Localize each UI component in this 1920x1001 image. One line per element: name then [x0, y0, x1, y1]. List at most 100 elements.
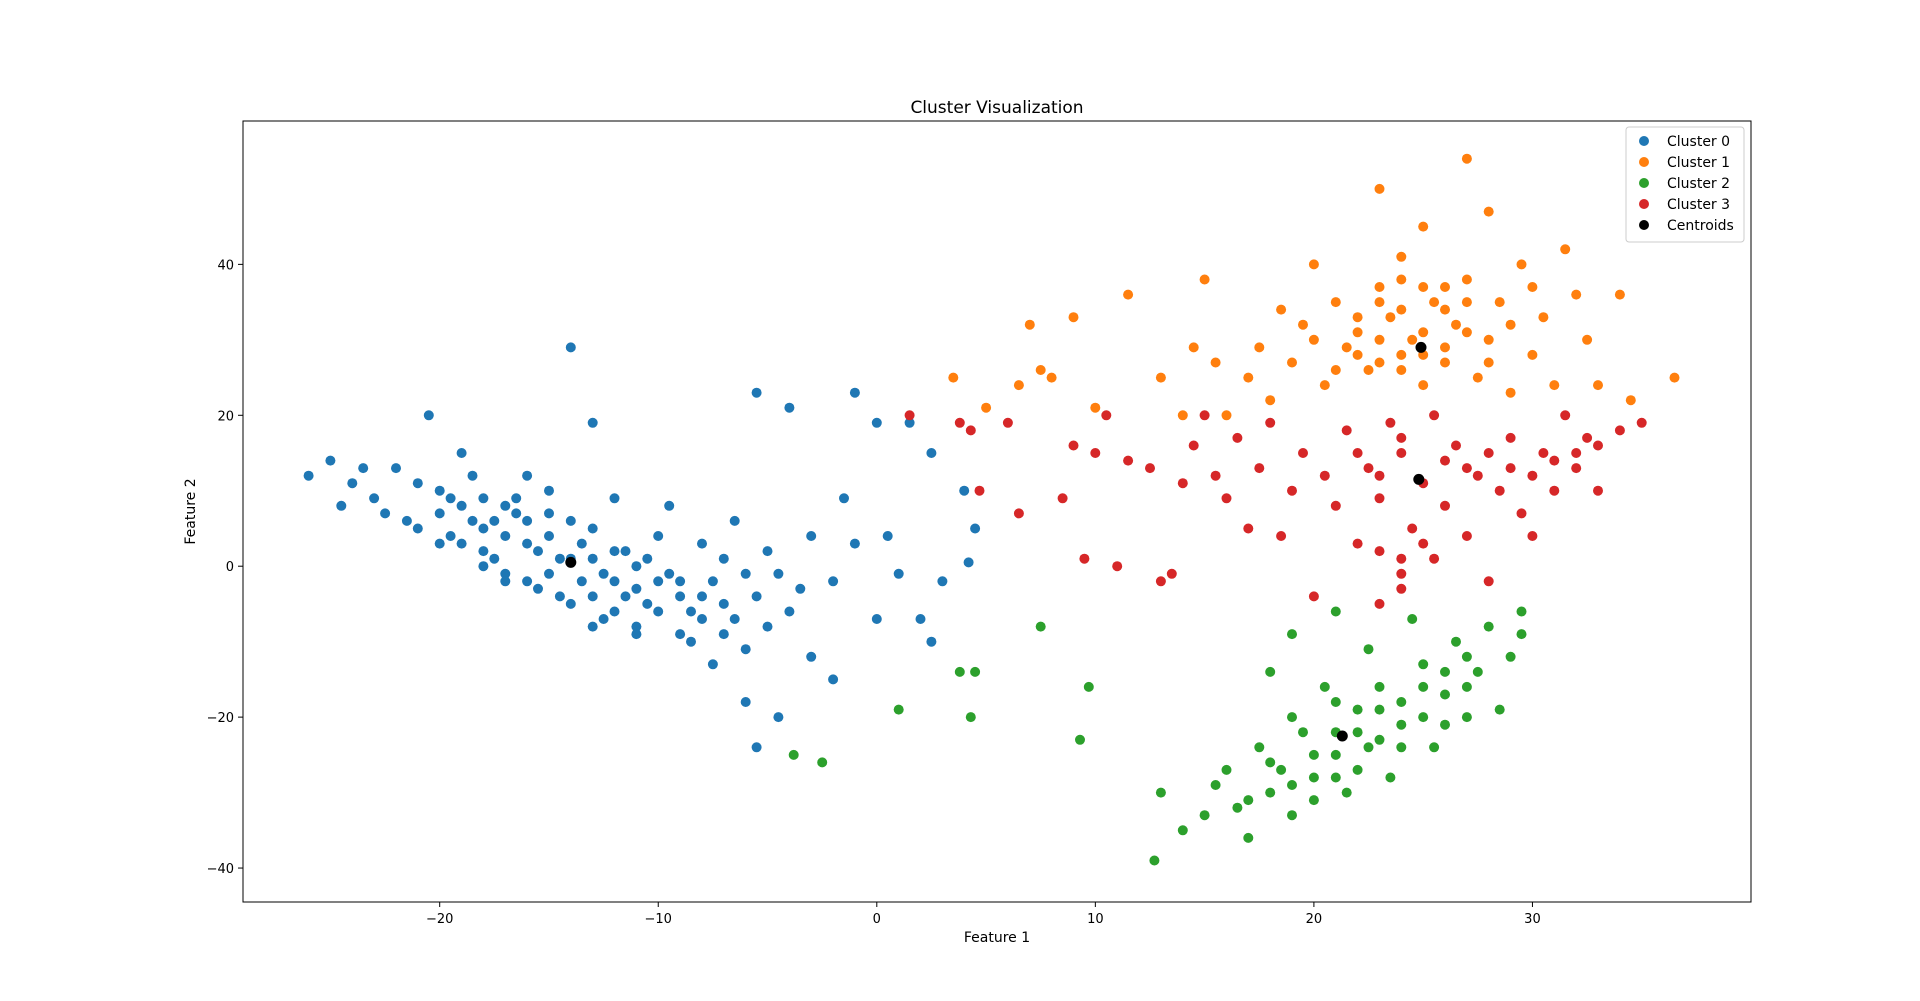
cluster-1-point-10	[1177, 410, 1188, 421]
cluster-1-point-21	[1308, 259, 1319, 270]
cluster-0-point-72	[609, 493, 620, 504]
cluster-2-point-41	[1472, 666, 1483, 677]
cluster-2-point-33	[1385, 772, 1396, 783]
cluster-0-point-71	[587, 591, 598, 602]
cluster-3-point-64	[1461, 463, 1472, 474]
cluster-3-point-62	[1396, 432, 1407, 443]
cluster-3-point-30	[1330, 500, 1341, 511]
cluster-1-point-63	[1440, 304, 1450, 315]
cluster-0-point-107	[631, 561, 642, 572]
cluster-0-point-20	[565, 342, 576, 353]
cluster-1-point-36	[1440, 357, 1450, 368]
cluster-0-point-13	[489, 515, 500, 526]
cluster-0-point-25	[598, 614, 609, 624]
cluster-0-point-61	[358, 463, 369, 474]
legend-label-cluster-0: Cluster 0	[1667, 134, 1730, 150]
cluster-1-point-64	[1461, 327, 1472, 338]
cluster-2-point-64	[1330, 697, 1341, 707]
cluster-0-point-78	[740, 644, 751, 655]
cluster-1-point-11	[1188, 342, 1199, 353]
cluster-1-point-60	[1440, 342, 1450, 353]
cluster-1-point-75	[1396, 274, 1407, 285]
cluster-0-point-26	[609, 546, 620, 557]
cluster-1-point-46	[1527, 349, 1538, 360]
cluster-0-point-14	[500, 568, 511, 579]
cluster-0-point-23	[587, 523, 598, 534]
cluster-3-point-41	[1429, 553, 1440, 564]
cluster-2-point-14	[1221, 764, 1232, 775]
cluster-0-point-111	[631, 629, 642, 640]
cluster-0-point-74	[653, 531, 664, 541]
cluster-0-point-67	[500, 531, 511, 541]
cluster-0-point-10	[456, 500, 467, 511]
cluster-3-point-60	[1352, 448, 1363, 458]
cluster-0-point-64	[434, 538, 445, 549]
cluster-1-point-19	[1287, 357, 1297, 368]
cluster-1-point-1	[981, 402, 992, 413]
cluster-2-point-10	[1155, 787, 1166, 798]
cluster-3-point-57	[1593, 485, 1603, 496]
cluster-2-point-30	[1363, 742, 1374, 753]
cluster-2-point-2	[893, 704, 904, 715]
cluster-0-point-100	[478, 523, 489, 534]
cluster-3-point-22	[1243, 523, 1254, 534]
cluster-0-point-29	[642, 553, 653, 564]
cluster-1-point-22	[1319, 380, 1330, 391]
cluster-0-point-47	[839, 493, 849, 504]
cluster-1-point-15	[1243, 372, 1254, 383]
cluster-1-point-59	[1418, 327, 1429, 338]
cluster-1-point-44	[1505, 387, 1516, 398]
cluster-2-point-57	[1330, 772, 1341, 783]
cluster-0-point-60	[970, 523, 981, 534]
cluster-3-point-10	[1101, 410, 1112, 421]
cluster-1-point-4	[1035, 365, 1046, 375]
cluster-1-point-2	[1013, 380, 1024, 391]
x-tick-label-1: −10	[645, 912, 672, 927]
cluster-0-point-81	[806, 531, 817, 541]
cluster-3-point-9	[1090, 448, 1101, 458]
legend-marker-cluster-2	[1639, 178, 1649, 188]
cluster-3-point-11	[1112, 561, 1123, 572]
y-axis-label: Feature 2	[183, 478, 199, 544]
cluster-2-point-55	[1461, 681, 1472, 692]
legend-marker-centroids	[1639, 220, 1649, 230]
cluster-2-point-28	[1341, 787, 1352, 798]
cluster-2-point-65	[1418, 681, 1429, 692]
x-tick-label-3: 10	[1087, 912, 1104, 927]
cluster-1-point-43	[1494, 297, 1505, 308]
cluster-0-point-3	[347, 478, 358, 489]
cluster-3-point-56	[1582, 432, 1593, 443]
y-tick-label-1: −20	[207, 711, 234, 726]
cluster-3-point-8	[1079, 553, 1090, 564]
cluster-1-point-29	[1385, 312, 1396, 323]
cluster-3-point-6	[1057, 493, 1068, 504]
cluster-3-point-19	[1210, 470, 1221, 481]
cluster-0-point-42	[773, 712, 784, 723]
legend-marker-cluster-3	[1639, 199, 1649, 209]
centroid-point-1	[1415, 341, 1427, 353]
cluster-3-point-28	[1308, 591, 1319, 602]
cluster-0-point-15	[511, 493, 522, 504]
cluster-2-point-15	[1232, 802, 1243, 813]
cluster-0-point-44	[795, 583, 806, 594]
cluster-0-point-105	[587, 553, 598, 564]
cluster-1-point-39	[1461, 274, 1472, 285]
cluster-3-point-18	[1199, 410, 1210, 421]
cluster-1-point-38	[1461, 153, 1472, 164]
cluster-0-point-93	[664, 568, 675, 579]
cluster-0-point-51	[882, 531, 893, 541]
cluster-2-point-62	[1243, 795, 1254, 806]
cluster-0-point-41	[762, 621, 773, 632]
cluster-0-point-108	[653, 576, 664, 587]
cluster-1-point-14	[1221, 410, 1232, 421]
cluster-2-point-66	[1440, 719, 1450, 730]
cluster-2-point-18	[1265, 787, 1276, 798]
cluster-3-point-34	[1374, 598, 1385, 609]
cluster-0-point-106	[609, 576, 620, 587]
cluster-0-point-35	[707, 659, 718, 670]
cluster-2-point-9	[1149, 855, 1160, 866]
cluster-1-point-49	[1560, 244, 1571, 255]
cluster-3-point-51	[1527, 531, 1538, 541]
cluster-3-point-27	[1298, 448, 1308, 458]
cluster-1-point-31	[1396, 251, 1407, 262]
